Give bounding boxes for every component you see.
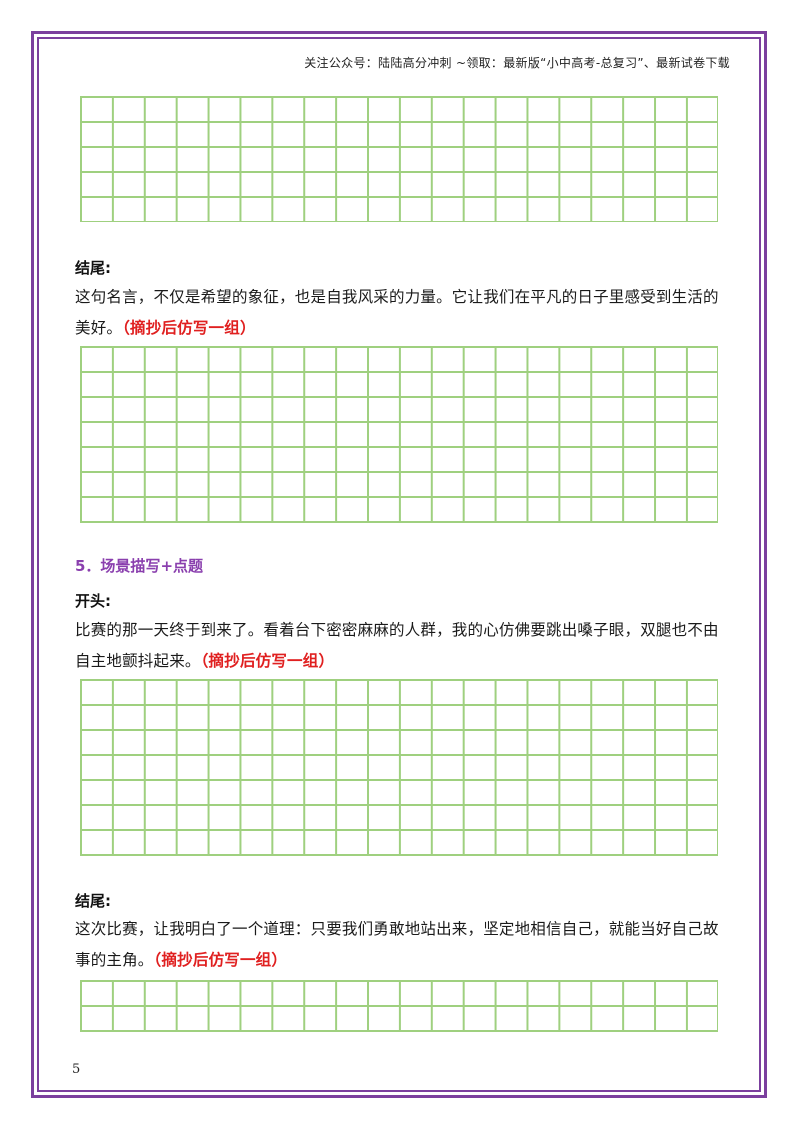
copy-note-1: （摘抄后仿写一组） bbox=[122, 319, 256, 337]
opening-label: 开头: bbox=[75, 592, 111, 610]
copy-note-3: （摘抄后仿写一组） bbox=[153, 951, 288, 969]
opening-text: 比赛的那一天终于到来了。看着台下密密麻麻的人群，我的心仿佛要跳出嗓子眼，双腿也不… bbox=[75, 621, 719, 670]
ending-label-1: 结尾: bbox=[75, 259, 111, 277]
page-number: 5 bbox=[72, 1062, 81, 1077]
ending-text-1: 这句名言，不仅是希望的象征，也是自我风采的力量。它让我们在平凡的日子里感受到生活… bbox=[75, 288, 719, 337]
ending-paragraph-1: 这句名言，不仅是希望的象征，也是自我风采的力量。它让我们在平凡的日子里感受到生活… bbox=[75, 282, 725, 344]
page-border-outer bbox=[31, 31, 767, 1098]
section-title: 5．场景描写+点题 bbox=[75, 557, 204, 575]
opening-paragraph: 比赛的那一天终于到来了。看着台下密密麻麻的人群，我的心仿佛要跳出嗓子眼，双腿也不… bbox=[75, 615, 725, 677]
copy-note-2: （摘抄后仿写一组） bbox=[200, 652, 335, 670]
writing-grid-4[interactable] bbox=[80, 980, 718, 1032]
ending-paragraph-2: 这次比赛，让我明白了一个道理：只要我们勇敢地站出来，坚定地相信自己，就能当好自己… bbox=[75, 914, 725, 976]
page-border-inner bbox=[37, 37, 761, 1092]
ending-text-2: 这次比赛，让我明白了一个道理：只要我们勇敢地站出来，坚定地相信自己，就能当好自己… bbox=[75, 920, 719, 969]
writing-grid-2[interactable] bbox=[80, 346, 718, 523]
page-header: 关注公众号：陆陆高分冲刺 ~领取：最新版“小中高考-总复习”、最新试卷下载 bbox=[304, 56, 730, 70]
ending-label-2: 结尾: bbox=[75, 892, 111, 910]
writing-grid-1[interactable] bbox=[80, 96, 718, 222]
writing-grid-3[interactable] bbox=[80, 679, 718, 856]
